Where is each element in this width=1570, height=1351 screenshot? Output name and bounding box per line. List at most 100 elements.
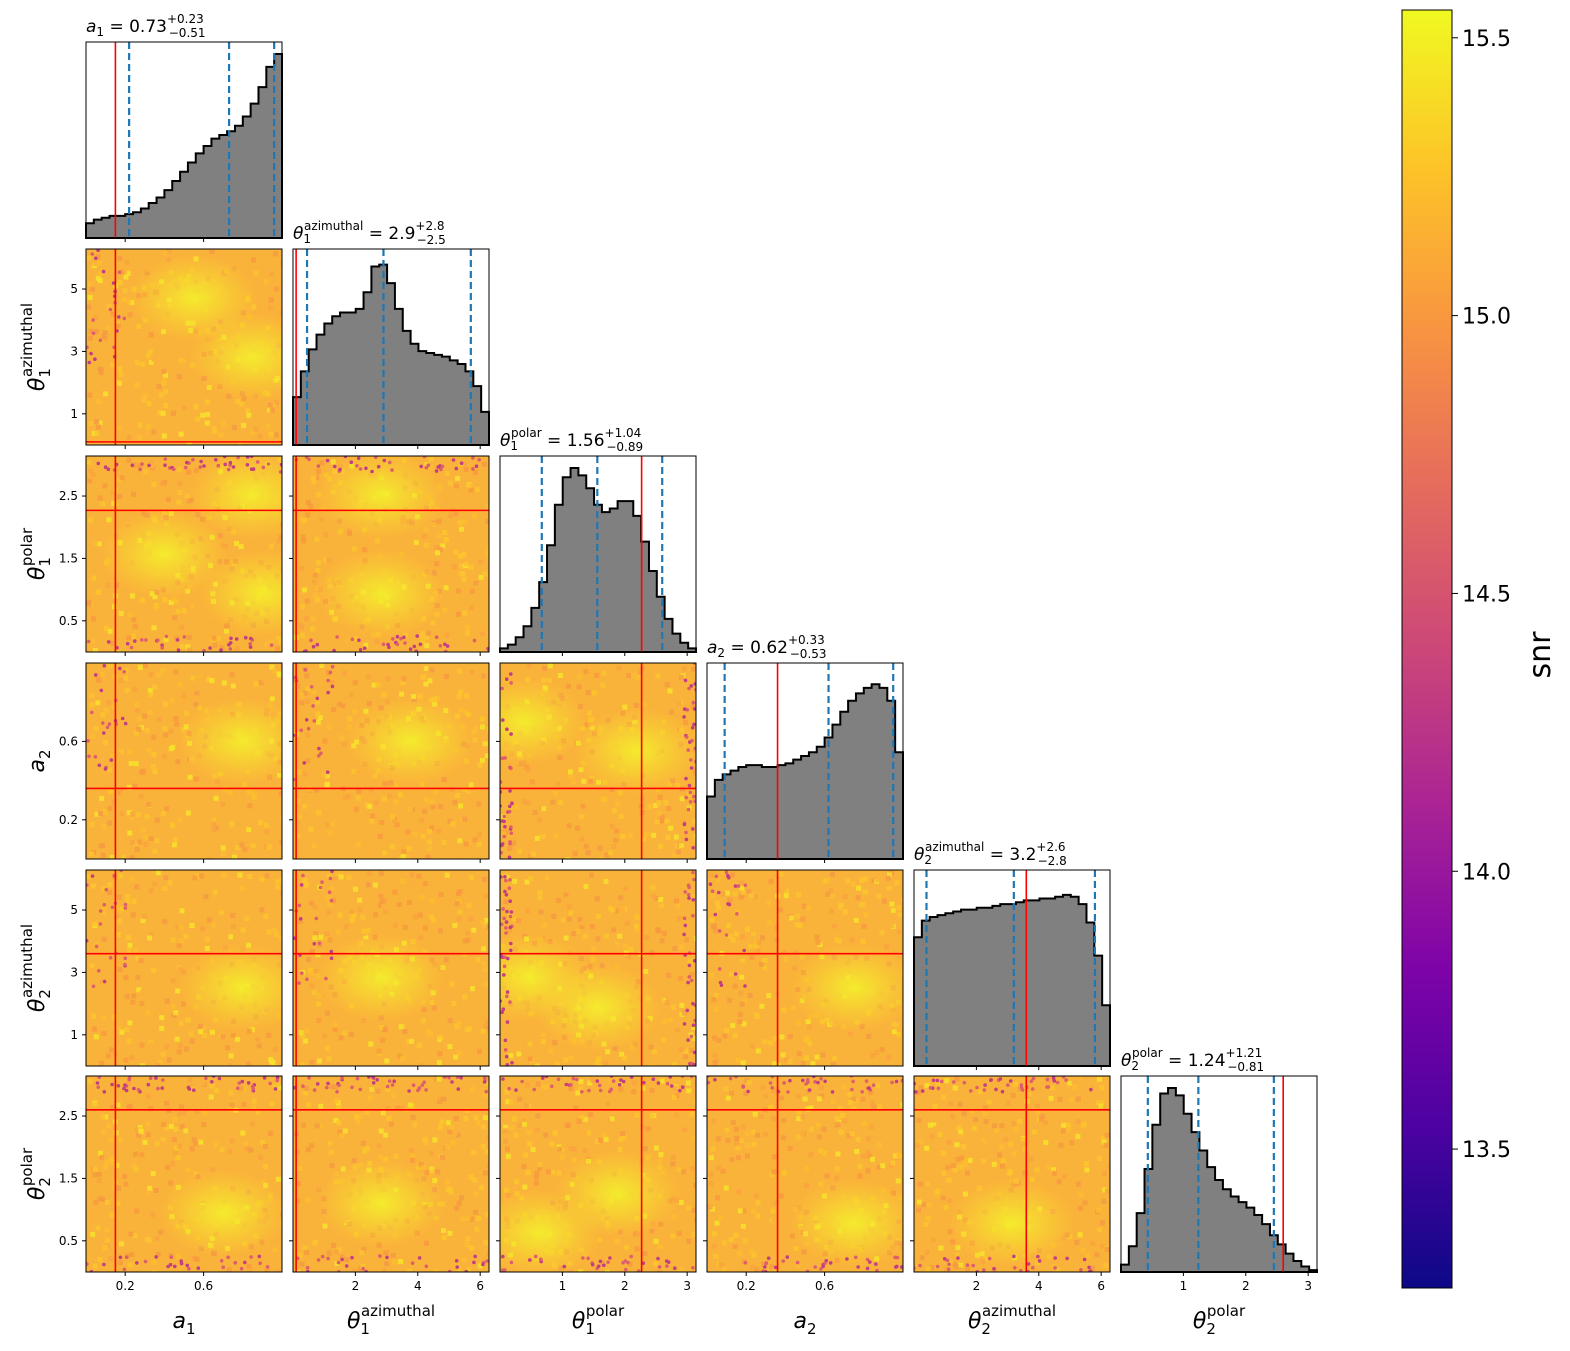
density-cell — [145, 1010, 151, 1016]
density-cell — [109, 1047, 114, 1053]
density-edge-point — [447, 1076, 451, 1080]
density-edge-point — [965, 1263, 970, 1267]
density-edge-point — [895, 1255, 900, 1260]
density-cell — [316, 468, 322, 474]
density-edge-point — [127, 1076, 132, 1080]
density-cell — [105, 1053, 111, 1059]
density-cell — [464, 677, 469, 683]
density-cell — [268, 297, 274, 303]
density-cell — [366, 871, 372, 877]
density-cell — [478, 574, 484, 580]
density-cell — [511, 1116, 517, 1122]
density-cell — [532, 810, 538, 815]
density-cell — [329, 1163, 335, 1169]
density-cell — [311, 549, 317, 555]
density-cell — [148, 932, 154, 937]
density-cell — [418, 803, 424, 809]
density-cell — [763, 1093, 769, 1099]
density-cell — [442, 607, 448, 613]
colorbar-tick-label: 15.0 — [1462, 305, 1511, 330]
density-cell — [274, 646, 280, 652]
density-cell — [228, 934, 233, 940]
density-cell — [332, 1027, 338, 1033]
density-cell — [126, 423, 131, 429]
density-cell — [418, 935, 424, 941]
density-cell — [941, 1170, 947, 1176]
density-cell — [506, 666, 512, 672]
density-cell — [268, 1057, 274, 1062]
density-cell — [605, 1101, 611, 1107]
density-edge-point — [102, 902, 107, 907]
density-cell — [98, 1150, 103, 1156]
density-cell — [552, 1040, 558, 1046]
density-edge-point — [160, 646, 164, 650]
density-edge-point — [301, 1084, 305, 1088]
density-cell — [811, 1084, 817, 1090]
density-cell — [657, 794, 663, 800]
density-cell — [756, 940, 762, 946]
density-cell — [959, 1193, 965, 1199]
histogram-a1 — [85, 53, 283, 239]
density-edge-point — [233, 1261, 237, 1265]
density-cell — [866, 1153, 872, 1159]
density-edge-point — [297, 981, 301, 985]
density-edge-point — [532, 1087, 536, 1092]
density-cell — [127, 476, 133, 482]
density-cell — [808, 1152, 814, 1158]
density-cell — [525, 800, 531, 806]
density-cell — [802, 1096, 808, 1102]
density-cell — [692, 1036, 696, 1041]
density-cell — [176, 499, 182, 505]
density-cell — [246, 789, 252, 795]
density-cell — [762, 1039, 768, 1045]
density-cell — [923, 1221, 929, 1227]
panel-frame — [85, 662, 283, 860]
density-cell — [117, 1260, 123, 1266]
density-cell — [174, 441, 180, 445]
density-cell — [674, 1027, 680, 1033]
density-cell — [634, 923, 640, 929]
density-cell — [578, 809, 584, 815]
density-cell — [544, 875, 550, 881]
density-cell — [314, 787, 320, 793]
density-edge-point — [503, 875, 507, 879]
density-cell — [884, 944, 890, 950]
density-cell — [305, 512, 310, 518]
density-cell — [459, 563, 465, 569]
density-cell — [239, 885, 245, 891]
panel-theta2_pol-vs-a1: 0.2 0.60.51.52.5 — [59, 1075, 283, 1293]
density-edge-point — [595, 1079, 600, 1083]
density-edge-point — [939, 1079, 944, 1084]
density-edge-point — [683, 890, 687, 894]
density-cell — [473, 1209, 479, 1215]
density-cell — [785, 1000, 791, 1006]
density-cell — [437, 1179, 443, 1185]
density-peak-2 — [101, 510, 228, 598]
density-cell — [889, 901, 895, 907]
density-cell — [622, 704, 628, 710]
density-cell — [486, 726, 489, 732]
density-cell — [434, 561, 440, 567]
density-cell — [312, 968, 318, 974]
density-edge-point — [689, 1076, 694, 1079]
density-cell — [439, 1154, 445, 1160]
panel-theta2_az-vs-theta1_az — [289, 869, 490, 1070]
density-cell — [98, 367, 104, 373]
density-cell — [90, 967, 96, 973]
density-cell — [462, 938, 468, 944]
density-edge-point — [785, 1255, 790, 1259]
density-cell — [693, 837, 696, 843]
density-cell — [634, 1246, 640, 1252]
density-cell — [341, 1030, 347, 1036]
density-cell — [540, 834, 546, 839]
density-edge-point — [509, 1260, 514, 1265]
density-cell — [132, 783, 138, 789]
panel-a2-vs-a2: a2 = 0.62+0.33 −0.53 — [706, 633, 904, 863]
density-edge-point — [508, 878, 512, 882]
density-cell — [297, 1252, 303, 1258]
density-edge-point — [330, 664, 335, 669]
density-cell — [144, 727, 150, 733]
density-cell — [737, 1012, 743, 1018]
density-cell — [220, 801, 226, 807]
density-cell — [300, 1033, 305, 1039]
